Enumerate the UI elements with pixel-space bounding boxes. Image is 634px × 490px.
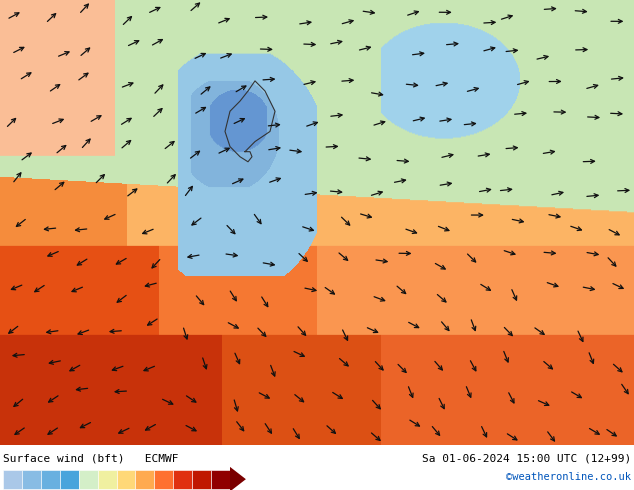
- Text: Sa 01-06-2024 15:00 UTC (12+99): Sa 01-06-2024 15:00 UTC (12+99): [422, 453, 631, 463]
- Bar: [98, 470, 117, 489]
- Bar: [211, 470, 230, 489]
- Bar: [117, 470, 136, 489]
- Bar: [154, 470, 173, 489]
- Bar: [79, 470, 98, 489]
- Bar: [41, 470, 60, 489]
- Text: Surface wind (bft)   ECMWF: Surface wind (bft) ECMWF: [3, 453, 179, 463]
- Bar: [173, 470, 192, 489]
- Polygon shape: [230, 467, 246, 490]
- Bar: [60, 470, 79, 489]
- Bar: [192, 470, 211, 489]
- Text: ©weatheronline.co.uk: ©weatheronline.co.uk: [506, 472, 631, 482]
- Bar: [22, 470, 41, 489]
- Bar: [136, 470, 154, 489]
- Bar: [3, 470, 22, 489]
